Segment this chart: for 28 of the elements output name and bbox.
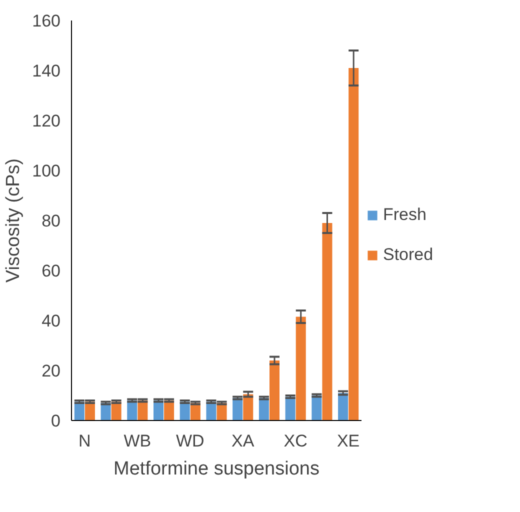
bar xyxy=(232,398,243,420)
x-tick-label: N xyxy=(78,432,91,450)
y-tick-label: 60 xyxy=(42,262,61,280)
legend-label: Stored xyxy=(383,245,434,265)
y-tick-label: 20 xyxy=(42,362,61,380)
y-tick-label: 0 xyxy=(51,412,61,430)
bar xyxy=(338,393,348,420)
y-axis-title: Viscosity (cPs) xyxy=(3,158,24,283)
x-tick-label: XA xyxy=(232,432,255,450)
bar xyxy=(348,68,359,420)
y-tick-label: 160 xyxy=(32,12,61,30)
bar xyxy=(322,223,332,420)
y-tick-label: 80 xyxy=(42,212,61,230)
y-tick-label: 40 xyxy=(42,312,61,330)
x-tick-label: WB xyxy=(124,432,152,450)
x-tick-label: WD xyxy=(176,432,204,450)
y-tick-label: 100 xyxy=(32,162,61,180)
x-axis-title: Metformine suspensions xyxy=(114,458,320,480)
legend-label: Fresh xyxy=(383,205,426,225)
x-tick-label: XE xyxy=(336,432,360,450)
y-tick-label: 140 xyxy=(32,62,61,80)
bar xyxy=(269,360,280,420)
bar xyxy=(296,316,306,420)
bar xyxy=(258,398,269,420)
y-tick-label: 120 xyxy=(32,112,61,130)
x-tick-label: XC xyxy=(284,432,308,450)
bar xyxy=(243,394,254,420)
bar xyxy=(312,396,322,420)
